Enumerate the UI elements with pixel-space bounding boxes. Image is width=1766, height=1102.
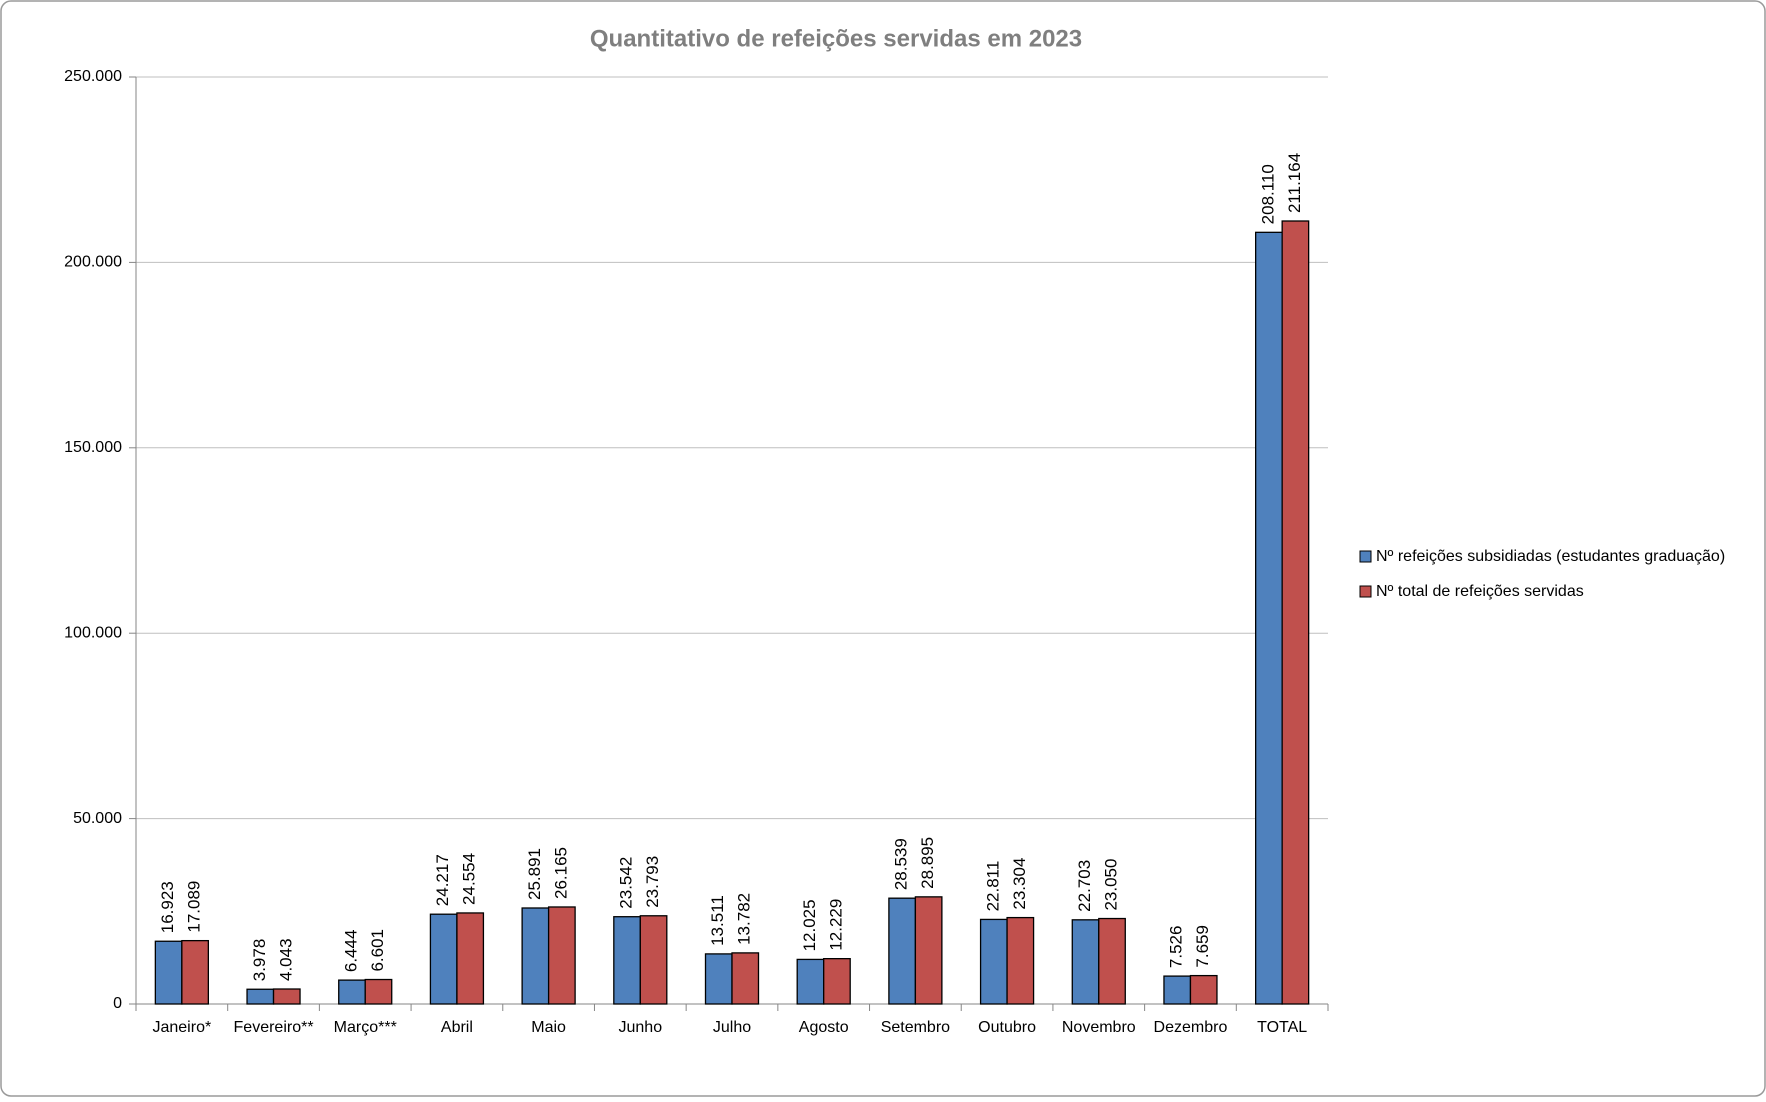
data-label: 23.304 — [1010, 858, 1029, 910]
data-label: 23.793 — [643, 856, 662, 908]
data-label: 208.110 — [1258, 164, 1277, 224]
bar — [364, 978, 393, 1005]
x-tick-label: Julho — [713, 1019, 751, 1036]
bar — [181, 939, 209, 1005]
data-label: 3.978 — [250, 939, 269, 982]
bar — [1189, 974, 1218, 1005]
x-tick-label: Novembro — [1062, 1019, 1136, 1036]
bar — [1098, 917, 1126, 1005]
x-tick-label: Maio — [531, 1019, 566, 1036]
legend-label: Nº refeições subsidiadas (estudantes gra… — [1376, 548, 1725, 565]
bar — [796, 958, 825, 1005]
data-label: 6.601 — [368, 929, 387, 972]
data-label: 23.050 — [1102, 859, 1121, 911]
data-label: 4.043 — [276, 938, 295, 981]
data-label: 24.217 — [433, 854, 452, 906]
bar — [429, 913, 458, 1005]
data-label: 28.895 — [918, 837, 937, 889]
data-label: 26.165 — [551, 847, 570, 899]
bar — [639, 915, 668, 1005]
data-label: 7.659 — [1193, 925, 1212, 968]
x-tick-label: Setembro — [881, 1019, 950, 1036]
bar — [613, 916, 641, 1005]
x-tick-label: Agosto — [799, 1019, 849, 1036]
data-label: 23.542 — [617, 857, 636, 909]
data-label: 13.511 — [708, 895, 727, 946]
chart-title: Quantitativo de refeições servidas em 20… — [590, 25, 1082, 52]
y-tick-label: 0 — [113, 995, 122, 1012]
bar — [979, 918, 1008, 1005]
data-label: 16.923 — [158, 881, 177, 933]
x-tick-label: Dezembro — [1154, 1019, 1228, 1036]
y-tick-label: 200.000 — [64, 254, 122, 271]
x-tick-label: Junho — [619, 1019, 663, 1036]
bar — [914, 896, 943, 1005]
bar — [1255, 231, 1283, 1005]
bar — [246, 988, 275, 1005]
bar — [521, 907, 550, 1005]
legend-swatch — [1359, 550, 1372, 563]
data-label: 22.811 — [983, 861, 1002, 912]
bar — [456, 912, 485, 1005]
bar — [272, 988, 301, 1005]
y-tick-label: 250.000 — [64, 68, 122, 85]
x-tick-label: Fevereiro** — [234, 1019, 314, 1036]
bar — [1163, 975, 1192, 1005]
data-label: 17.089 — [185, 881, 204, 933]
data-label: 13.782 — [735, 893, 754, 945]
bar — [1071, 919, 1100, 1005]
x-tick-label: TOTAL — [1257, 1019, 1307, 1036]
y-tick-label: 100.000 — [64, 624, 122, 641]
x-tick-label: Abril — [441, 1019, 473, 1036]
data-label: 22.703 — [1075, 860, 1094, 912]
data-label: 12.229 — [826, 899, 845, 951]
bar — [1281, 220, 1310, 1005]
legend-swatch — [1359, 585, 1372, 598]
bar — [154, 940, 183, 1005]
bar — [704, 953, 733, 1005]
data-label: 6.444 — [341, 930, 360, 973]
data-label: 211.164 — [1285, 153, 1304, 213]
data-label: 24.554 — [460, 853, 479, 905]
bar — [547, 906, 576, 1005]
y-tick-label: 150.000 — [64, 439, 122, 456]
data-label: 28.539 — [892, 838, 911, 890]
x-tick-label: Janeiro* — [152, 1019, 211, 1036]
data-label: 7.526 — [1167, 926, 1186, 969]
bar — [1006, 916, 1035, 1005]
x-tick-label: Março*** — [334, 1019, 397, 1036]
bar — [731, 952, 760, 1005]
data-label: 25.891 — [525, 848, 544, 900]
bar — [338, 979, 366, 1005]
legend-label: Nº total de refeições servidas — [1376, 583, 1584, 600]
bar — [888, 897, 917, 1005]
y-tick-label: 50.000 — [73, 810, 122, 827]
data-label: 12.025 — [800, 899, 819, 951]
x-tick-label: Outubro — [978, 1019, 1036, 1036]
bar — [823, 958, 851, 1005]
